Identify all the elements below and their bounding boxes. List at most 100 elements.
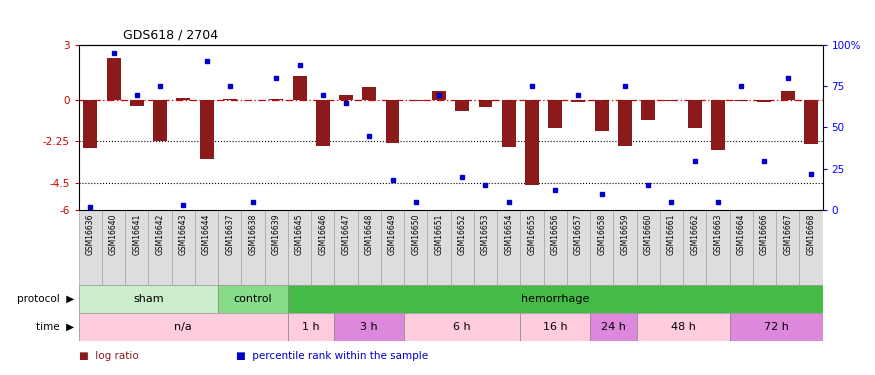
Bar xyxy=(427,210,451,285)
Bar xyxy=(804,100,818,144)
Text: GSM16637: GSM16637 xyxy=(226,214,234,255)
Bar xyxy=(288,285,822,313)
Bar xyxy=(125,210,149,285)
Bar xyxy=(102,210,125,285)
Bar xyxy=(195,210,218,285)
Bar xyxy=(525,100,539,185)
Bar xyxy=(149,210,172,285)
Bar xyxy=(521,210,543,285)
Bar xyxy=(381,210,404,285)
Text: GSM16649: GSM16649 xyxy=(388,214,397,255)
Bar xyxy=(79,210,102,285)
Bar xyxy=(683,210,706,285)
Bar xyxy=(758,100,772,102)
Text: 72 h: 72 h xyxy=(764,322,788,332)
Bar xyxy=(312,210,334,285)
Bar xyxy=(567,210,590,285)
Bar xyxy=(637,313,730,341)
Bar xyxy=(432,91,446,100)
Bar xyxy=(242,210,265,285)
Text: GSM16651: GSM16651 xyxy=(435,214,444,255)
Bar xyxy=(590,210,613,285)
Text: 3 h: 3 h xyxy=(360,322,378,332)
Bar xyxy=(153,100,167,141)
Bar xyxy=(637,210,660,285)
Bar xyxy=(780,91,794,100)
Bar xyxy=(734,100,748,102)
Bar xyxy=(404,210,427,285)
Bar xyxy=(501,100,515,147)
Bar xyxy=(497,210,521,285)
Text: GSM16666: GSM16666 xyxy=(760,214,769,255)
Bar xyxy=(590,313,637,341)
Text: GSM16644: GSM16644 xyxy=(202,214,211,255)
Bar xyxy=(543,210,567,285)
Bar xyxy=(172,210,195,285)
Text: GSM16640: GSM16640 xyxy=(109,214,118,255)
Text: 24 h: 24 h xyxy=(601,322,626,332)
Text: 48 h: 48 h xyxy=(670,322,696,332)
Text: GSM16667: GSM16667 xyxy=(783,214,792,255)
Bar xyxy=(200,100,214,159)
Text: hemorrhage: hemorrhage xyxy=(521,294,590,304)
Bar xyxy=(799,210,822,285)
Bar xyxy=(455,100,469,111)
Bar xyxy=(223,99,237,100)
Text: GSM16658: GSM16658 xyxy=(598,214,606,255)
Bar xyxy=(130,100,144,105)
Text: time  ▶: time ▶ xyxy=(36,322,74,332)
Bar xyxy=(265,210,288,285)
Bar xyxy=(479,100,493,107)
Bar xyxy=(83,100,97,148)
Bar xyxy=(451,210,474,285)
Text: n/a: n/a xyxy=(174,322,192,332)
Text: control: control xyxy=(234,294,272,304)
Text: ■  percentile rank within the sample: ■ percentile rank within the sample xyxy=(236,351,429,361)
Text: GSM16657: GSM16657 xyxy=(574,214,583,255)
Bar xyxy=(776,210,799,285)
Bar xyxy=(334,313,404,341)
Text: GDS618 / 2704: GDS618 / 2704 xyxy=(123,29,219,42)
Bar xyxy=(711,100,724,150)
Text: 16 h: 16 h xyxy=(542,322,568,332)
Text: GSM16642: GSM16642 xyxy=(156,214,164,255)
Bar xyxy=(362,87,376,100)
Bar xyxy=(730,210,752,285)
Text: GSM16661: GSM16661 xyxy=(667,214,676,255)
Bar xyxy=(641,100,655,120)
Bar xyxy=(316,100,330,146)
Text: GSM16668: GSM16668 xyxy=(807,214,816,255)
Text: GSM16655: GSM16655 xyxy=(528,214,536,255)
Bar xyxy=(79,285,218,313)
Bar xyxy=(79,313,288,341)
Bar xyxy=(688,100,702,128)
Text: 1 h: 1 h xyxy=(303,322,320,332)
Text: GSM16663: GSM16663 xyxy=(713,214,723,255)
Text: GSM16660: GSM16660 xyxy=(644,214,653,255)
Bar xyxy=(386,100,400,143)
Bar xyxy=(288,313,334,341)
Bar xyxy=(521,313,590,341)
Text: ■  log ratio: ■ log ratio xyxy=(79,351,138,361)
Bar xyxy=(334,210,358,285)
Text: protocol  ▶: protocol ▶ xyxy=(18,294,74,304)
Bar xyxy=(618,100,632,146)
Text: GSM16654: GSM16654 xyxy=(504,214,514,255)
Bar xyxy=(288,210,312,285)
Text: GSM16650: GSM16650 xyxy=(411,214,420,255)
Bar xyxy=(730,313,822,341)
Bar xyxy=(549,100,563,128)
Bar xyxy=(664,100,678,101)
Bar xyxy=(752,210,776,285)
Text: GSM16643: GSM16643 xyxy=(178,214,188,255)
Text: sham: sham xyxy=(133,294,164,304)
Text: GSM16639: GSM16639 xyxy=(272,214,281,255)
Bar xyxy=(177,98,191,100)
Bar xyxy=(340,94,353,100)
Bar xyxy=(292,76,306,100)
Text: GSM16647: GSM16647 xyxy=(341,214,351,255)
Text: GSM16641: GSM16641 xyxy=(132,214,142,255)
Bar xyxy=(218,285,288,313)
Bar xyxy=(474,210,497,285)
Text: GSM16638: GSM16638 xyxy=(248,214,257,255)
